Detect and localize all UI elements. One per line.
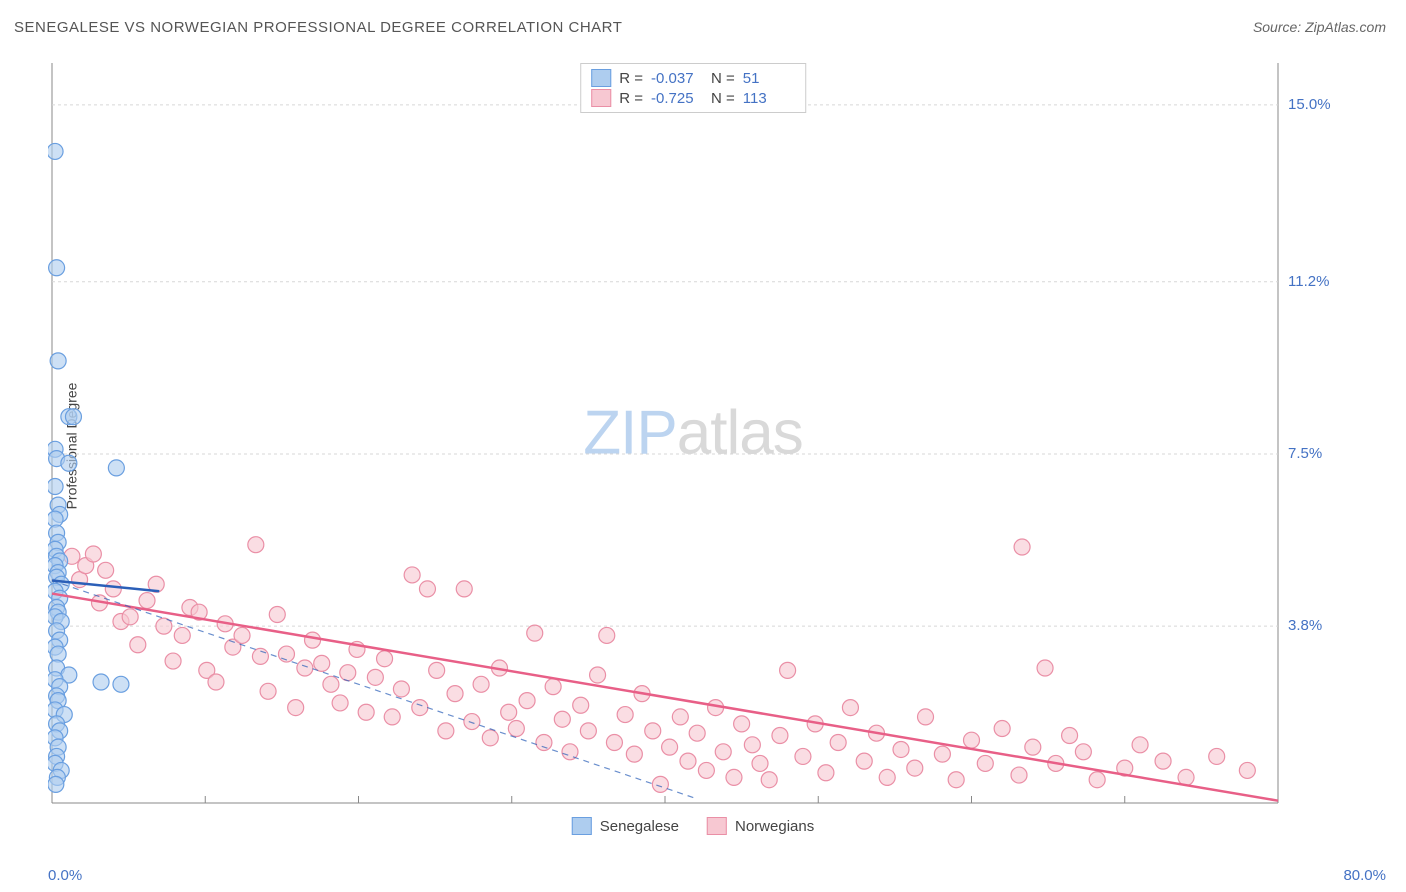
legend-label-senegalese: Senegalese — [600, 818, 679, 835]
y-tick-label: 11.2% — [1288, 273, 1329, 290]
y-tick-label: 3.8% — [1288, 617, 1322, 634]
stats-row-norwegians: R = -0.725 N = 113 — [591, 88, 795, 108]
legend-label-norwegians: Norwegians — [735, 818, 814, 835]
stats-row-senegalese: R = -0.037 N = 51 — [591, 68, 795, 88]
y-tick-label: 15.0% — [1288, 96, 1331, 113]
swatch-senegalese — [591, 69, 611, 87]
r-label: R = — [619, 90, 643, 107]
scatter-plot: R = -0.037 N = 51 R = -0.725 N = 113 ZIP… — [48, 59, 1338, 839]
y-tick-label: 7.5% — [1288, 445, 1322, 462]
x-axis-min-label: 0.0% — [48, 867, 82, 884]
correlation-stats-box: R = -0.037 N = 51 R = -0.725 N = 113 — [580, 63, 806, 113]
n-value-senegalese: 51 — [743, 70, 795, 87]
legend-item-norwegians: Norwegians — [707, 817, 814, 835]
r-value-norwegians: -0.725 — [651, 90, 703, 107]
swatch-norwegians — [591, 89, 611, 107]
chart-title: SENEGALESE VS NORWEGIAN PROFESSIONAL DEG… — [14, 19, 622, 36]
chart-source: Source: ZipAtlas.com — [1253, 19, 1386, 35]
legend-swatch-senegalese — [572, 817, 592, 835]
legend-swatch-norwegians — [707, 817, 727, 835]
x-axis-max-label: 80.0% — [1343, 867, 1386, 884]
series-legend: Senegalese Norwegians — [572, 817, 814, 835]
r-label: R = — [619, 70, 643, 87]
plot-svg — [48, 59, 1338, 839]
n-label: N = — [711, 70, 735, 87]
r-value-senegalese: -0.037 — [651, 70, 703, 87]
n-label: N = — [711, 90, 735, 107]
n-value-norwegians: 113 — [743, 90, 795, 107]
legend-item-senegalese: Senegalese — [572, 817, 679, 835]
